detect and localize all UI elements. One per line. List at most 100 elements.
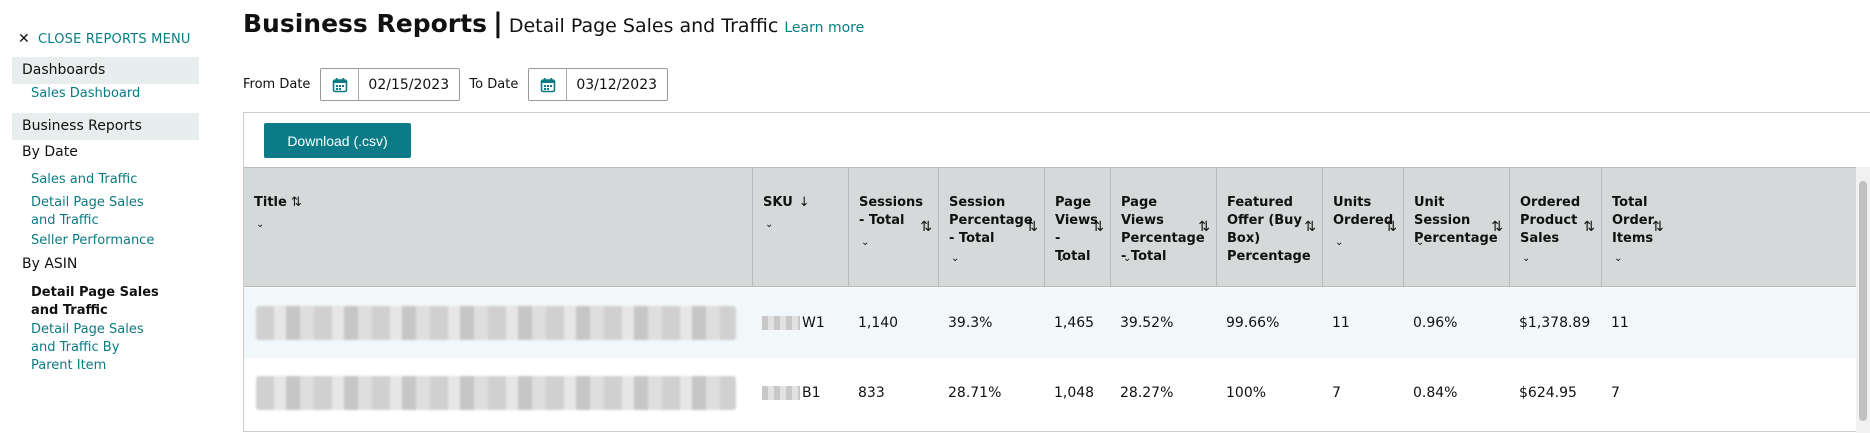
reports-sidebar: ✕ CLOSE REPORTS MENU Dashboards Sales Da… (0, 0, 215, 427)
column-header-buy-box-percentage[interactable]: Featured Offer (Buy Box) Percentage ⇅ (1216, 168, 1322, 286)
to-date-field[interactable]: 03/12/2023 (528, 68, 669, 101)
cell-order-items: 11 (1611, 315, 1629, 331)
sort-icon[interactable]: ⇅ (1026, 219, 1038, 235)
column-label: Featured Offer (Buy Box) Percentage (1227, 195, 1311, 264)
scrollbar-thumb[interactable] (1859, 181, 1867, 421)
from-date-label: From Date (243, 77, 311, 92)
cell-page-views: 1,465 (1054, 315, 1095, 331)
sort-icon[interactable]: ⇅ (920, 219, 932, 235)
cell-sku: W1 (752, 288, 848, 358)
redacted-title (256, 306, 736, 340)
chevron-down-icon[interactable]: ⌄ (765, 219, 774, 230)
chevron-down-icon[interactable]: ⌄ (861, 237, 870, 248)
sidebar-link-asin-detail-page-parent[interactable]: Detail Page Sales and Traffic By Parent … (31, 322, 144, 373)
cell-title (244, 358, 752, 428)
column-header-ordered-product-sales[interactable]: Ordered Product Sales ⇅ ⌄ (1509, 168, 1601, 286)
column-header-page-views[interactable]: Page Views - Total ⇅ ⌄ (1044, 168, 1110, 286)
column-header-sku[interactable]: SKU ↓ ⌄ (752, 168, 848, 286)
column-label: Sessions - Total (859, 195, 924, 228)
sidebar-link-sales-dashboard[interactable]: Sales Dashboard (31, 86, 141, 101)
sidebar-link-sales-and-traffic[interactable]: Sales and Traffic (31, 172, 138, 187)
report-main: Business Reports | Detail Page Sales and… (215, 0, 1870, 433)
chevron-down-icon[interactable]: ⌄ (1614, 253, 1623, 264)
sidebar-link-asin-detail-page[interactable]: Detail Page Sales and Traffic (31, 285, 159, 318)
to-date-label: To Date (469, 77, 519, 92)
sort-icon[interactable]: ⇅ (1652, 219, 1664, 235)
cell-units-ordered: 7 (1332, 385, 1341, 401)
chevron-down-icon[interactable]: ⌄ (1123, 253, 1132, 264)
sidebar-group-by-date: By Date (22, 144, 78, 160)
sort-icon[interactable]: ⇅ (1385, 219, 1397, 235)
date-filter-row: From Date 02/15/2023 To Date 03/12/2023 (243, 68, 669, 101)
column-header-total-order-items[interactable]: Total Order Items ⇅ ⌄ (1601, 168, 1870, 286)
calendar-icon[interactable] (529, 69, 568, 100)
close-icon: ✕ (18, 31, 30, 47)
column-label: Page Views Percentage - Total (1121, 195, 1205, 264)
download-csv-button[interactable]: Download (.csv) (264, 123, 411, 158)
cell-units-ordered: 11 (1332, 315, 1350, 331)
learn-more-link[interactable]: Learn more (784, 20, 865, 36)
column-label: Units Ordered (1333, 195, 1394, 228)
sort-descending-icon[interactable]: ↓ (798, 195, 810, 210)
column-header-page-views-percentage[interactable]: Page Views Percentage - Total ⇅ ⌄ (1110, 168, 1216, 286)
to-date-value[interactable]: 03/12/2023 (576, 76, 658, 93)
cell-ordered-sales: $1,378.89 (1519, 315, 1591, 331)
column-header-sessions-total[interactable]: Sessions - Total ⇅ ⌄ (848, 168, 938, 286)
column-label: Session Percentage - Total (949, 195, 1033, 246)
cell-sessions: 1,140 (858, 315, 899, 331)
table-header: Title ⇅ ⌄ SKU ↓ ⌄ Sessions - Total ⇅ ⌄ Ses… (244, 167, 1870, 287)
chevron-down-icon[interactable]: ⌄ (1335, 237, 1344, 248)
cell-ordered-sales: $624.95 (1519, 385, 1577, 401)
sort-icon[interactable]: ⇅ (290, 195, 302, 210)
sidebar-section-dashboards: Dashboards (12, 57, 199, 84)
column-label: Unit Session Percentage (1414, 195, 1498, 246)
column-header-session-percentage[interactable]: Session Percentage - Total ⇅ ⌄ (938, 168, 1044, 286)
page-title-main: Business Reports (243, 9, 487, 38)
column-header-units-ordered[interactable]: Units Ordered ⇅ ⌄ (1322, 168, 1403, 286)
chevron-down-icon[interactable]: ⌄ (1057, 253, 1066, 264)
table-scrollbar[interactable] (1856, 167, 1870, 433)
cell-title (244, 288, 752, 358)
cell-buy-box-pct: 99.66% (1226, 315, 1280, 331)
from-date-value[interactable]: 02/15/2023 (368, 76, 450, 93)
cell-sku: B1 (752, 358, 848, 428)
cell-buy-box-pct: 100% (1226, 385, 1267, 401)
sidebar-section-business-reports: Business Reports (12, 113, 199, 140)
title-separator: | (492, 8, 503, 39)
sku-suffix: W1 (802, 315, 825, 331)
sort-icon[interactable]: ⇅ (1304, 219, 1316, 235)
redacted-sku (762, 316, 800, 330)
column-label: Page Views - Total (1055, 195, 1098, 264)
table-row: W1 1,140 39.3% 1,465 39.52% 99.66% 11 0.… (244, 288, 1870, 358)
from-date-field[interactable]: 02/15/2023 (320, 68, 461, 101)
sort-icon[interactable]: ⇅ (1491, 219, 1503, 235)
sidebar-link-detail-page-sales-traffic[interactable]: Detail Page Sales and Traffic (31, 195, 144, 228)
sort-icon[interactable]: ⇅ (1198, 219, 1210, 235)
cell-session-pct: 28.71% (948, 385, 1002, 401)
column-header-unit-session-percentage[interactable]: Unit Session Percentage ⇅ ⌄ (1403, 168, 1509, 286)
column-label: SKU (763, 195, 793, 210)
sort-icon[interactable]: ⇅ (1583, 219, 1595, 235)
page-subtitle: Detail Page Sales and Traffic (508, 15, 779, 37)
column-label: Title (254, 195, 287, 210)
sort-icon[interactable]: ⇅ (1092, 219, 1104, 235)
sidebar-group-by-asin: By ASIN (22, 256, 78, 272)
cell-session-pct: 39.3% (948, 315, 993, 331)
cell-unit-session-pct: 0.96% (1413, 315, 1458, 331)
column-label: Total Order Items (1612, 195, 1654, 246)
chevron-down-icon[interactable]: ⌄ (256, 219, 265, 230)
calendar-icon[interactable] (321, 69, 360, 100)
cell-sessions: 833 (858, 385, 885, 401)
column-label: Ordered Product Sales (1520, 195, 1581, 246)
page-title: Business Reports | Detail Page Sales and… (243, 8, 864, 39)
cell-page-views-pct: 39.52% (1120, 315, 1174, 331)
cell-page-views: 1,048 (1054, 385, 1095, 401)
cell-order-items: 7 (1611, 385, 1620, 401)
chevron-down-icon[interactable]: ⌄ (951, 253, 960, 264)
column-header-title[interactable]: Title ⇅ ⌄ (244, 168, 752, 286)
cell-unit-session-pct: 0.84% (1413, 385, 1458, 401)
sidebar-link-seller-performance[interactable]: Seller Performance (31, 233, 155, 248)
chevron-down-icon[interactable]: ⌄ (1416, 237, 1425, 248)
chevron-down-icon[interactable]: ⌄ (1522, 253, 1531, 264)
close-reports-menu-button[interactable]: ✕ CLOSE REPORTS MENU (18, 31, 191, 47)
